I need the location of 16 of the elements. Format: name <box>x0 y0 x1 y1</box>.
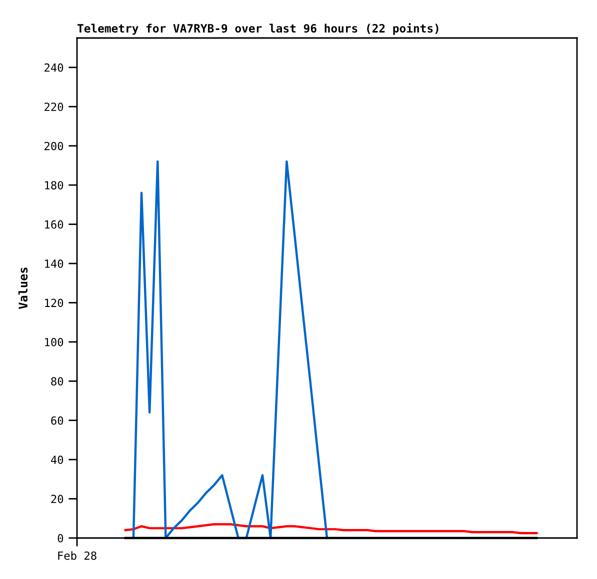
y-tick-label: 240 <box>44 63 64 72</box>
y-tick-label: 60 <box>51 416 64 425</box>
y-tick-label: 100 <box>45 338 64 346</box>
y-tick-label: 40 <box>50 456 64 464</box>
y-tick-label: 80 <box>51 377 64 386</box>
y-tick-label: 220 <box>44 102 64 112</box>
y-tick-label: 160 <box>45 220 64 229</box>
y-axis-title: Values <box>18 268 28 309</box>
y-tick-label: 120 <box>45 298 64 308</box>
y-tick-label: 200 <box>44 142 64 150</box>
y-tick-label: 180 <box>45 181 64 190</box>
chart-title: Telemetry for VA7RYB-9 over last 96 hours (22 points) <box>78 23 438 35</box>
x-tick-label: Feb 28 <box>58 551 96 560</box>
y-tick-label: 20 <box>51 494 64 504</box>
y-tick-label: 140 <box>45 259 64 268</box>
y-tick-label: 0 <box>58 534 64 542</box>
